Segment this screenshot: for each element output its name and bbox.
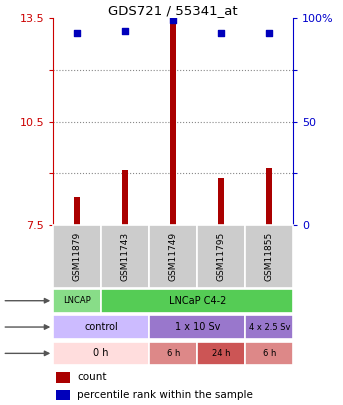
Bar [149,315,245,339]
Bar [218,178,224,225]
Point [170,17,176,23]
Bar [53,225,101,288]
Text: 6 h: 6 h [167,349,180,358]
Bar [267,168,272,225]
Bar [245,315,293,339]
Text: count: count [77,372,107,382]
Point [122,28,128,34]
Point [267,30,272,36]
Text: percentile rank within the sample: percentile rank within the sample [77,390,253,400]
Bar [101,289,293,313]
Bar [170,20,176,225]
Bar [74,197,80,225]
Bar [101,225,149,288]
Text: 0 h: 0 h [93,348,109,358]
Text: LNCaP C4-2: LNCaP C4-2 [168,296,226,306]
Text: 24 h: 24 h [212,349,230,358]
Bar [197,341,245,365]
Bar [122,170,128,225]
Text: GSM11795: GSM11795 [217,232,226,281]
Bar [53,341,149,365]
Text: control: control [84,322,118,332]
Bar [149,341,197,365]
Bar [245,341,293,365]
Text: GSM11879: GSM11879 [73,232,82,281]
Text: 6 h: 6 h [263,349,276,358]
Bar [56,372,70,383]
Text: LNCAP: LNCAP [63,296,91,305]
Bar [56,390,70,401]
Point [74,30,80,36]
Point [218,30,224,36]
Bar [197,225,245,288]
Text: GSM11749: GSM11749 [169,232,178,281]
Title: GDS721 / 55341_at: GDS721 / 55341_at [108,4,238,17]
Bar [53,315,149,339]
Bar [149,225,197,288]
Text: GSM11855: GSM11855 [265,232,274,281]
Text: GSM11743: GSM11743 [121,232,130,281]
Bar [245,225,293,288]
Bar [53,289,101,313]
Text: 4 x 2.5 Sv: 4 x 2.5 Sv [249,322,290,332]
Text: 1 x 10 Sv: 1 x 10 Sv [175,322,220,332]
